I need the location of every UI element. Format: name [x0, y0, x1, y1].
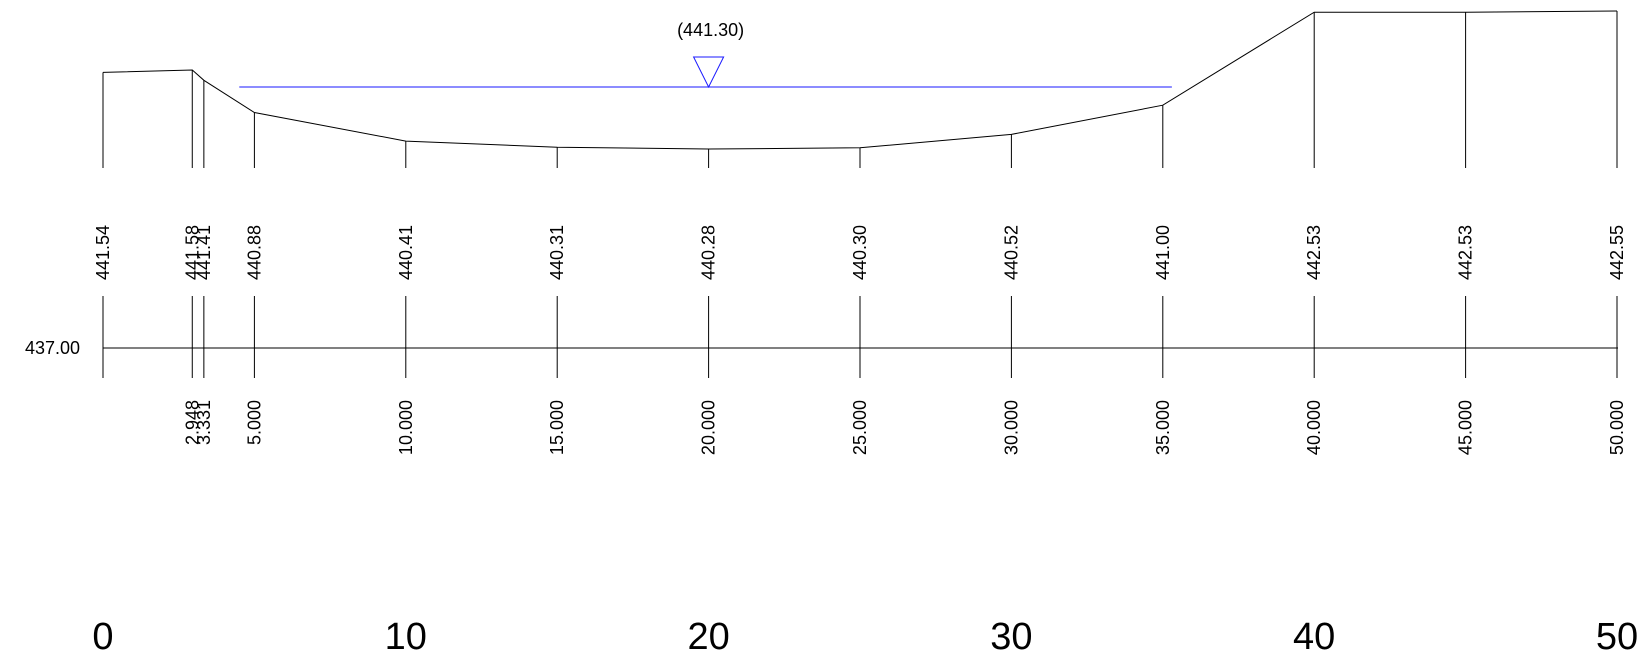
station-label: 25.000 — [850, 400, 870, 455]
elevation-label: 442.53 — [1304, 225, 1324, 280]
elevation-label: 442.55 — [1607, 225, 1627, 280]
elevation-label: 441.58 — [182, 225, 202, 280]
data-table-group: 437.00 441.54 441.58 2.948 441.41 3.331 440.88… — [25, 225, 1627, 455]
elevation-label: 440.30 — [850, 225, 870, 280]
elevation-label: 441.41 — [194, 225, 214, 280]
datum-label: 437.00 — [25, 338, 80, 358]
scale-label: 40 — [1293, 616, 1335, 658]
elevation-label: 440.41 — [396, 225, 416, 280]
station-label: 35.000 — [1153, 400, 1173, 455]
station-label: 2.948 — [182, 400, 202, 445]
elevation-label: 440.52 — [1001, 225, 1021, 280]
elevation-label: 442.53 — [1456, 225, 1476, 280]
elevation-label: 440.28 — [699, 225, 719, 280]
scale-label: 10 — [385, 616, 427, 658]
water-level-marker-icon — [692, 56, 725, 89]
ground-profile-group — [102, 10, 1618, 168]
scale-label: 30 — [990, 616, 1032, 658]
ground-profile-line — [102, 10, 1618, 150]
water-level-label: (441.30) — [677, 20, 744, 40]
elevation-label: 440.31 — [547, 225, 567, 280]
scale-group: 0 10 20 30 40 50 — [92, 616, 1638, 658]
elevation-label: 441.54 — [93, 225, 113, 280]
water-level-group: (441.30) — [239, 20, 1172, 89]
elevation-label: 441.00 — [1153, 225, 1173, 280]
scale-label: 20 — [687, 616, 729, 658]
station-label: 45.000 — [1456, 400, 1476, 455]
station-label: 5.000 — [244, 400, 264, 445]
scale-label: 50 — [1596, 616, 1638, 658]
station-label: 40.000 — [1304, 400, 1324, 455]
station-label: 15.000 — [547, 400, 567, 455]
elevation-label: 440.88 — [244, 225, 264, 280]
station-label: 30.000 — [1001, 400, 1021, 455]
station-label: 3.331 — [194, 400, 214, 445]
station-label: 10.000 — [396, 400, 416, 455]
station-label: 20.000 — [699, 400, 719, 455]
scale-label: 0 — [92, 616, 113, 658]
station-label: 50.000 — [1607, 400, 1627, 455]
